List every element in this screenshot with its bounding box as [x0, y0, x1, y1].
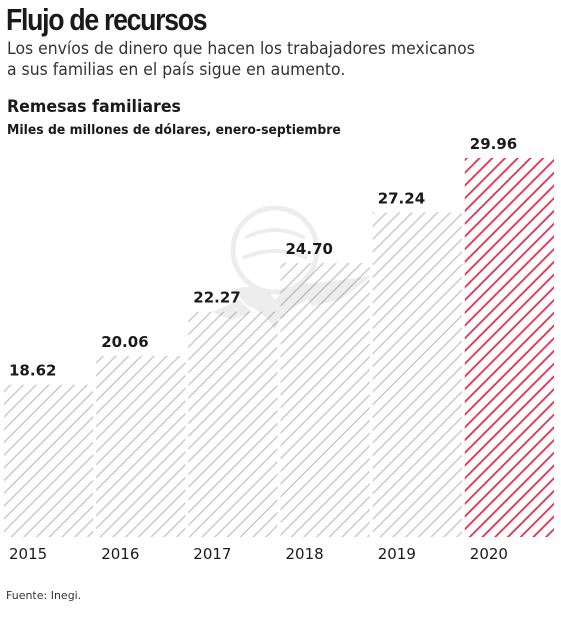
value-label-2019: 27.24 [378, 189, 425, 207]
chart-subtitle: Miles de millones de dólares, enero-sept… [7, 122, 341, 138]
x-tick-2016: 2016 [101, 545, 139, 563]
bar-2018 [280, 263, 370, 537]
bar-2020 [464, 158, 554, 537]
x-tick-2020: 2020 [470, 545, 508, 563]
bar-2015 [4, 384, 94, 537]
headline: Flujo de recursos [6, 2, 208, 37]
value-label-2016: 20.06 [101, 333, 148, 351]
value-label-2020: 29.96 [470, 135, 517, 153]
x-tick-2017: 2017 [193, 545, 231, 563]
chart-title: Remesas familiares [7, 97, 181, 117]
emblem-watermark [212, 205, 372, 330]
bar-2019 [372, 212, 462, 537]
value-label-2017: 22.27 [193, 289, 240, 307]
value-label-2018: 24.70 [286, 240, 333, 258]
source-note: Fuente: Inegi. [6, 589, 82, 602]
x-tick-2018: 2018 [286, 545, 324, 563]
value-label-2015: 18.62 [9, 362, 56, 380]
x-tick-2019: 2019 [378, 545, 416, 563]
x-tick-2015: 2015 [9, 545, 47, 563]
bar-2017 [188, 311, 278, 537]
deck-text: Los envíos de dinero que hacen los traba… [7, 39, 475, 80]
bar-2016 [96, 355, 186, 537]
